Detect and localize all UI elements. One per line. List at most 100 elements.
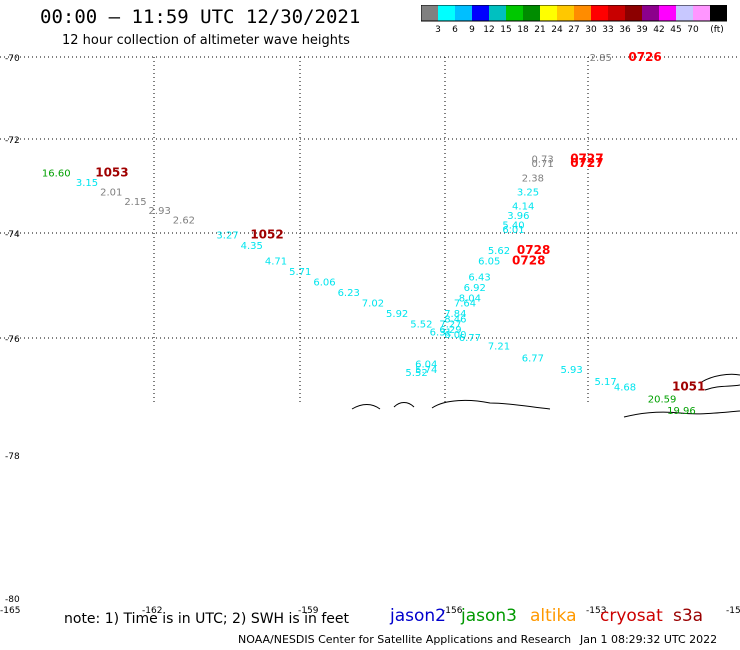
legend-label: 39 <box>636 25 648 35</box>
wave-height-label: 6.31 <box>430 327 452 338</box>
legend-swatch <box>489 5 506 21</box>
legend-label: 36 <box>619 25 631 35</box>
satellite-altika: altika <box>530 606 577 626</box>
legend-swatch <box>472 5 489 21</box>
lat-label: -80 <box>5 595 20 605</box>
wave-height-label: 4.14 <box>512 202 534 213</box>
wave-height-label: 6.43 <box>468 272 490 283</box>
time-label: 0728 <box>512 254 545 268</box>
legend-label: 30 <box>585 25 597 35</box>
wave-height-label: 2.38 <box>522 173 544 184</box>
wave-height-label: 7.21 <box>488 342 510 353</box>
wave-height-label: 2.01 <box>100 187 122 198</box>
lat-label: -78 <box>5 452 20 462</box>
wave-height-label: 4.71 <box>265 257 287 268</box>
wave-height-label: 16.60 <box>42 169 71 180</box>
wave-height-label: 19.96 <box>667 406 696 417</box>
wave-height-label: 3.25 <box>517 187 539 198</box>
lon-label: -165 <box>0 606 20 615</box>
wave-height-label: 2.15 <box>124 197 146 208</box>
page-title: 00:00 — 11:59 UTC 12/30/2021 <box>40 6 361 28</box>
satellite-jason3: jason3 <box>461 606 517 626</box>
legend-swatch <box>421 5 438 21</box>
wave-height-label: 3.27 <box>216 230 238 241</box>
wave-height-label: 4.35 <box>241 241 263 252</box>
legend-unit: (ft) <box>710 25 724 35</box>
wave-height-map: -70 -72 -74 -76 -78 -80-165 -162 -159 -156 -153 -1… <box>0 50 740 615</box>
legend-swatch <box>574 5 591 21</box>
lat-label: -70 <box>5 54 20 64</box>
time-label: 0728 <box>517 243 550 257</box>
wave-height-label: 2.93 <box>149 206 171 217</box>
legend-swatch <box>625 5 642 21</box>
wave-height-label: 5.62 <box>488 246 510 257</box>
legend-swatch <box>438 5 455 21</box>
legend-label: 6 <box>452 25 458 35</box>
footer-note: note: 1) Time is in UTC; 2) SWH is in fe… <box>64 611 350 627</box>
legend-label: 33 <box>602 25 613 35</box>
wave-height-label: 0.71 <box>531 159 553 170</box>
wave-height-label: 5.92 <box>386 309 408 320</box>
time-label: 1053 <box>95 166 128 180</box>
lon-label: -156 <box>442 606 463 615</box>
wave-height-label: 6.01 <box>502 225 524 236</box>
wave-height-label: 0.73 <box>531 155 553 166</box>
legend-label: 45 <box>670 25 681 35</box>
legend-swatch <box>540 5 557 21</box>
wave-height-label: 2.62 <box>173 216 195 227</box>
legend-swatch <box>591 5 608 21</box>
coastline <box>351 373 740 418</box>
time-label: 0726 <box>628 50 661 64</box>
page-subtitle: 12 hour collection of altimeter wave hei… <box>62 33 350 48</box>
wave-height-label: 5.52 <box>410 320 432 331</box>
time-label: 1052 <box>250 227 283 241</box>
legend-label: 15 <box>500 25 511 35</box>
wave-height-label: 7.64 <box>454 299 476 310</box>
wave-height-label: 6.77 <box>522 353 544 364</box>
time-label: 0727 <box>570 156 603 170</box>
wave-height-label: 7.02 <box>362 299 384 310</box>
wave-height-label: 6.00 <box>444 330 466 341</box>
wave-height-label: 6.05 <box>478 257 500 268</box>
legend-label: 27 <box>568 25 579 35</box>
legend-label: 42 <box>653 25 664 35</box>
lat-label: -76 <box>5 335 20 345</box>
legend-swatch <box>659 5 676 21</box>
wave-height-label: 5.74 <box>415 365 437 376</box>
legend-swatch <box>608 5 625 21</box>
wave-height-label: 6.29 <box>439 325 461 336</box>
legend-label: 3 <box>435 25 441 35</box>
wave-height-label: 5.17 <box>594 377 616 388</box>
legend-swatch <box>642 5 659 21</box>
legend-label: 18 <box>517 25 529 35</box>
wave-height-label: 8.04 <box>459 293 481 304</box>
footer-timestamp: Jan 1 08:29:32 UTC 2022 <box>580 633 718 646</box>
lon-label: -159 <box>298 606 319 615</box>
satellite-s3a: s3a <box>673 606 704 626</box>
legend-swatch <box>506 5 523 21</box>
footer-credit: NOAA/NESDIS Center for Satellite Applica… <box>238 633 572 646</box>
wave-height-label: 2.85 <box>590 53 612 64</box>
satellite-jason2: jason2 <box>390 606 446 626</box>
wave-height-label: 7.27 <box>439 320 461 331</box>
legend-label: 21 <box>534 25 545 35</box>
wave-height-label: 8.46 <box>444 314 466 325</box>
legend-label: 24 <box>551 25 563 35</box>
lat-label: -72 <box>5 136 20 146</box>
wave-height-label: 5.52 <box>405 368 427 379</box>
legend-swatch <box>523 5 540 21</box>
wave-height-label: 3.15 <box>76 178 98 189</box>
wave-height-label: 6.06 <box>313 278 335 289</box>
legend-swatch <box>693 5 710 21</box>
time-label: 0727 <box>570 152 603 166</box>
wave-height-label: 5.93 <box>561 365 583 376</box>
color-legend: 3 6 9 12 15 18 21 24 27 30 33 36 39 42 45 70 (ft) <box>421 5 727 35</box>
lon-label: -153 <box>586 606 606 615</box>
legend-label: 70 <box>687 25 699 35</box>
legend-swatch <box>676 5 693 21</box>
wave-height-label: 6.23 <box>338 288 360 299</box>
legend-swatch <box>455 5 472 21</box>
wave-height-label: 4.68 <box>614 383 636 394</box>
wave-height-label: 6.92 <box>464 283 486 294</box>
legend-label: 12 <box>483 25 494 35</box>
